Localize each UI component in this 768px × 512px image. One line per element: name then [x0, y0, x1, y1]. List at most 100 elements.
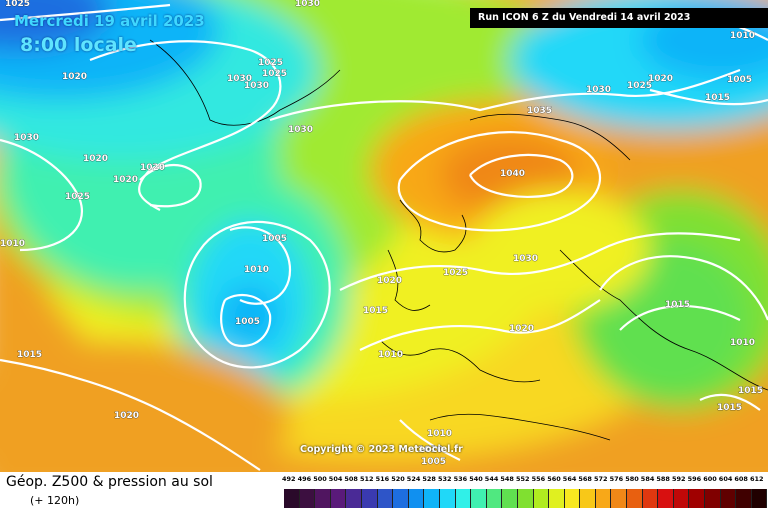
- scale-tick-label: 504: [328, 475, 343, 483]
- model-run-info: Run ICON 6 Z du Vendredi 14 avril 2023: [470, 8, 768, 28]
- isobar-label: 1015: [17, 350, 42, 360]
- isobar-label: 1025: [627, 81, 652, 91]
- copyright-notice: Copyright © 2023 Meteociel.fr: [300, 444, 463, 455]
- scale-tick-label: 572: [594, 475, 608, 483]
- scale-tick-label: 612: [750, 475, 764, 483]
- scale-tick-label: 568: [578, 475, 592, 483]
- scale-swatch: [299, 489, 316, 508]
- scale-swatch: [720, 489, 737, 508]
- scale-tick-label: 540: [469, 475, 483, 483]
- isobar-label: 1015: [705, 93, 730, 103]
- isobar-label: 1030: [14, 133, 39, 143]
- isobar-label: 1010: [244, 265, 269, 275]
- scale-swatch: [315, 489, 331, 508]
- scale-swatch: [486, 489, 503, 508]
- isobar-label: 1030: [295, 0, 320, 9]
- weather-map: 1025 1030 1020 1030 1025 1025 1030 1030 …: [0, 0, 768, 500]
- isobar-label: 1010: [0, 239, 25, 249]
- scale-swatch: [424, 489, 440, 508]
- scale-swatch: [736, 489, 752, 508]
- scale-tick-label: 560: [547, 475, 561, 483]
- isobar-label: 1015: [738, 386, 763, 396]
- isobar-label: 1015: [363, 306, 388, 316]
- scale-tick-label: 552: [516, 475, 530, 483]
- scale-tick-label: 564: [562, 475, 577, 483]
- scale-swatch: [627, 489, 643, 508]
- coastlines: [149, 39, 768, 441]
- scale-swatch: [517, 489, 534, 508]
- scale-tick-label: 536: [453, 475, 468, 483]
- scale-tick-label: 524: [406, 475, 421, 483]
- isobar-label: 1010: [427, 429, 452, 439]
- isobar-label: 1010: [378, 350, 403, 360]
- scale-swatch: [330, 489, 347, 508]
- isobar-label: 1010: [730, 31, 755, 41]
- isobar-label: 1010: [418, 445, 443, 455]
- scale-tick-label: 496: [297, 475, 312, 483]
- scale-swatch: [284, 489, 300, 508]
- scale-swatch: [408, 489, 425, 508]
- isobar-label: 1005: [727, 75, 752, 85]
- scale-tick-label: 532: [438, 475, 452, 483]
- isobar-label: 1025: [258, 58, 283, 68]
- scale-swatch: [393, 489, 409, 508]
- isobar-label: 1020: [83, 154, 108, 164]
- isobar-label: 1025: [443, 268, 468, 278]
- map-canvas: 1025 1030 1020 1030 1025 1025 1030 1030 …: [0, 0, 768, 500]
- scale-tick-label: 492: [282, 475, 296, 483]
- scale-tick-label: 576: [609, 475, 624, 483]
- scale-tick-label: 500: [313, 475, 327, 483]
- isobar-label: 1010: [730, 338, 755, 348]
- scale-tick-label: 604: [718, 475, 733, 483]
- color-scale-labels: 492 496 500 504 508 512 516 520 524 528 532 536 540 5…: [282, 475, 768, 487]
- isobar-label: 1040: [500, 169, 525, 179]
- isobar-label: 1020: [113, 175, 138, 185]
- legend-subtitle: (+ 120h): [30, 494, 80, 507]
- legend-footer: Géop. Z500 & pression au sol (+ 120h) 49…: [0, 472, 768, 512]
- isobar-label: 1005: [262, 234, 287, 244]
- scale-swatch: [705, 489, 721, 508]
- scale-swatch: [642, 489, 659, 508]
- isobar-label: 1020: [114, 411, 139, 421]
- isobar-label: 1025: [65, 192, 90, 202]
- isobar-label: 1015: [665, 300, 690, 310]
- scale-tick-label: 520: [391, 475, 405, 483]
- scale-swatch: [377, 489, 394, 508]
- forecast-time: 8:00 locale: [20, 34, 137, 56]
- scale-swatch: [455, 489, 472, 508]
- scale-swatch: [346, 489, 362, 508]
- scale-swatch: [361, 489, 378, 508]
- isobar-label: 1030: [513, 254, 538, 264]
- scale-tick-label: 584: [640, 475, 655, 483]
- scale-tick-label: 512: [360, 475, 374, 483]
- isobar-label: 1030: [244, 81, 269, 91]
- scale-swatch: [658, 489, 674, 508]
- isobar-label: 1015: [717, 403, 742, 413]
- isobars: [0, 3, 768, 471]
- scale-swatch: [471, 489, 487, 508]
- scale-tick-label: 596: [687, 475, 702, 483]
- scale-swatch: [549, 489, 565, 508]
- scale-swatch: [595, 489, 612, 508]
- isobar-labels: 1025 1030 1020 1030 1025 1025 1030 1030 …: [0, 0, 763, 467]
- legend-title: Géop. Z500 & pression au sol: [6, 474, 213, 490]
- scale-swatch: [673, 489, 690, 508]
- isobar-label: 1020: [62, 72, 87, 82]
- geopotential-field: [0, 0, 768, 500]
- isobar-label: 1030: [288, 125, 313, 135]
- isobar-label: 1020: [509, 324, 534, 334]
- isobar-label: 1005: [421, 457, 446, 467]
- scale-tick-label: 588: [656, 475, 670, 483]
- scale-tick-label: 548: [500, 475, 514, 483]
- scale-tick-label: 580: [625, 475, 639, 483]
- isobar-label: 1020: [377, 276, 402, 286]
- scale-tick-label: 544: [484, 475, 499, 483]
- isobar-label: 1025: [262, 69, 287, 79]
- scale-swatch: [502, 489, 518, 508]
- scale-swatch: [751, 489, 768, 508]
- scale-tick-label: 592: [672, 475, 686, 483]
- scale-tick-label: 556: [531, 475, 546, 483]
- isobar-label: 1005: [235, 317, 260, 327]
- scale-swatch: [564, 489, 581, 508]
- scale-tick-label: 516: [375, 475, 390, 483]
